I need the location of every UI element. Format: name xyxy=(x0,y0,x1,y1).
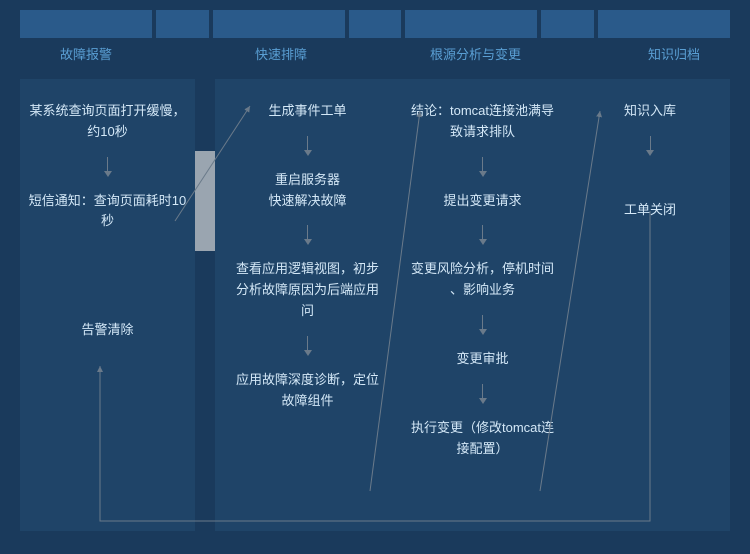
tab-4 xyxy=(598,10,730,38)
arrow-down-icon xyxy=(646,136,654,156)
arrow-down-icon xyxy=(479,157,487,177)
arrow-down-icon xyxy=(304,336,312,356)
arrow-down-icon xyxy=(479,315,487,335)
node-c1-1: 短信通知：查询页面耗时10秒 xyxy=(20,187,195,237)
node-c4-1: 工单关闭 xyxy=(616,196,684,225)
node-c1-2: 告警清除 xyxy=(73,316,141,345)
column-3: 结论：tomcat连接池满导致请求排队 提出变更请求 变更风险分析，停机时间 、… xyxy=(400,79,565,531)
arrow-down-icon xyxy=(479,225,487,245)
panel-left: 某系统查询页面打开缓慢，约10秒 短信通知：查询页面耗时10秒 告警清除 xyxy=(20,79,195,531)
stage-label-1: 故障报警 xyxy=(20,44,195,63)
node-c4-0: 知识入库 xyxy=(616,97,684,126)
diagram-main: 某系统查询页面打开缓慢，约10秒 短信通知：查询页面耗时10秒 告警清除 生成事… xyxy=(0,71,750,541)
column-1: 某系统查询页面打开缓慢，约10秒 短信通知：查询页面耗时10秒 告警清除 xyxy=(20,79,195,531)
arrow-down-icon xyxy=(304,225,312,245)
tab-2 xyxy=(213,10,345,38)
tab-gap-1 xyxy=(156,10,209,38)
stage-label-2: 快速排障 xyxy=(195,44,390,63)
tab-gap-3 xyxy=(541,10,594,38)
arrow-down-icon xyxy=(479,384,487,404)
node-c2-2: 查看应用逻辑视图，初步分析故障原因为后端应用问 xyxy=(225,255,390,325)
stage-labels: 故障报警 快速排障 根源分析与变更 知识归档 xyxy=(0,38,750,71)
tab-1 xyxy=(20,10,152,38)
column-4: 知识入库 工单关闭 xyxy=(575,79,725,531)
stage-label-4: 知识归档 xyxy=(565,44,730,63)
panel-right: 生成事件工单 重启服务器 快速解决故障 查看应用逻辑视图，初步分析故障原因为后端… xyxy=(215,79,730,531)
panel-divider xyxy=(195,151,215,251)
node-c3-3: 变更审批 xyxy=(448,345,516,374)
node-c3-2: 变更风险分析，停机时间 、影响业务 xyxy=(400,255,565,305)
tab-3 xyxy=(405,10,537,38)
tab-bar xyxy=(0,0,750,38)
stage-label-3: 根源分析与变更 xyxy=(390,44,565,63)
arrow-down-icon xyxy=(104,157,112,177)
node-c2-3: 应用故障深度诊断，定位故障组件 xyxy=(225,366,390,416)
arrow-down-icon xyxy=(304,136,312,156)
node-c3-1: 提出变更请求 xyxy=(435,187,529,216)
column-2: 生成事件工单 重启服务器 快速解决故障 查看应用逻辑视图，初步分析故障原因为后端… xyxy=(225,79,390,531)
tab-gap-2 xyxy=(349,10,402,38)
node-c3-0: 结论：tomcat连接池满导致请求排队 xyxy=(400,97,565,147)
node-c2-1: 重启服务器 快速解决故障 xyxy=(260,166,354,216)
node-c1-0: 某系统查询页面打开缓慢，约10秒 xyxy=(20,97,195,147)
node-c3-4: 执行变更（修改tomcat连接配置） xyxy=(400,414,565,464)
node-c2-0: 生成事件工单 xyxy=(260,97,354,126)
